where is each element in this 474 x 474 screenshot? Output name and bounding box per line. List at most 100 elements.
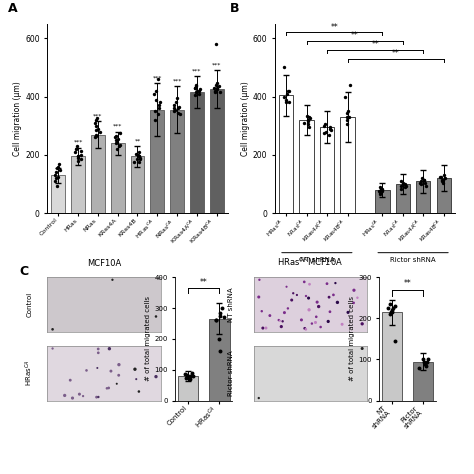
Point bbox=[114, 135, 121, 143]
Point bbox=[285, 99, 293, 106]
Point bbox=[174, 104, 182, 112]
Point bbox=[440, 172, 448, 179]
Point bbox=[324, 318, 332, 325]
Bar bbox=[279, 95, 293, 213]
Point bbox=[217, 347, 224, 355]
Point bbox=[290, 290, 297, 297]
Point bbox=[376, 191, 384, 198]
Text: ***: *** bbox=[153, 75, 162, 81]
Point bbox=[301, 325, 309, 332]
Point bbox=[136, 155, 144, 163]
Point bbox=[283, 90, 291, 98]
Text: Control: Control bbox=[27, 292, 32, 317]
Point bbox=[327, 123, 334, 131]
Text: A: A bbox=[8, 2, 18, 15]
Point bbox=[78, 147, 85, 155]
Point bbox=[171, 104, 178, 112]
Point bbox=[327, 127, 335, 134]
Text: Rictor shRNA: Rictor shRNA bbox=[228, 350, 234, 396]
Bar bbox=[210, 89, 224, 213]
Point bbox=[306, 123, 313, 131]
Point bbox=[417, 180, 424, 188]
Point bbox=[417, 179, 424, 186]
Point bbox=[415, 364, 423, 372]
Point bbox=[131, 158, 138, 166]
Bar bbox=[340, 117, 355, 213]
Point bbox=[173, 94, 181, 102]
Point bbox=[112, 139, 119, 147]
Point bbox=[439, 177, 447, 185]
Point bbox=[397, 177, 405, 185]
Point bbox=[402, 182, 410, 190]
Point bbox=[321, 120, 329, 128]
Point bbox=[186, 375, 193, 383]
Point bbox=[113, 146, 121, 153]
Point bbox=[312, 319, 319, 326]
Bar bbox=[51, 175, 65, 213]
Point bbox=[136, 153, 143, 160]
Point bbox=[113, 138, 120, 146]
Point bbox=[106, 345, 113, 353]
Point bbox=[91, 134, 99, 141]
Point bbox=[54, 163, 61, 171]
Point bbox=[216, 312, 224, 319]
Point bbox=[341, 93, 348, 100]
Point bbox=[317, 323, 324, 331]
Point bbox=[191, 84, 199, 91]
Point bbox=[215, 82, 223, 90]
Point bbox=[301, 278, 308, 286]
Point bbox=[391, 302, 399, 310]
Text: **: ** bbox=[371, 40, 379, 49]
Point bbox=[73, 146, 80, 153]
Text: NT shRNA: NT shRNA bbox=[228, 287, 234, 322]
Text: ***: *** bbox=[173, 79, 182, 83]
Point bbox=[195, 90, 202, 98]
Point bbox=[346, 113, 353, 121]
Point bbox=[93, 393, 100, 401]
Point bbox=[105, 384, 112, 392]
Point bbox=[74, 154, 82, 162]
Point bbox=[401, 180, 409, 188]
Y-axis label: # of total migrated cells: # of total migrated cells bbox=[146, 296, 152, 382]
Y-axis label: # of total migrated cells: # of total migrated cells bbox=[349, 296, 356, 382]
Point bbox=[74, 157, 82, 164]
Point bbox=[215, 335, 222, 343]
Point bbox=[438, 176, 446, 183]
Point bbox=[389, 304, 397, 312]
Point bbox=[386, 310, 394, 318]
Point bbox=[422, 182, 430, 190]
Bar bbox=[320, 127, 334, 213]
Bar bbox=[111, 143, 125, 213]
Point bbox=[93, 116, 100, 124]
Point bbox=[418, 177, 425, 185]
Point bbox=[154, 110, 162, 118]
Point bbox=[322, 128, 329, 136]
Point bbox=[113, 380, 120, 388]
Point bbox=[401, 183, 409, 191]
Text: HRas$^{CA}$MCF10A: HRas$^{CA}$MCF10A bbox=[277, 255, 344, 268]
Point bbox=[66, 376, 74, 384]
Point bbox=[376, 189, 383, 197]
Point bbox=[73, 142, 81, 150]
Point bbox=[343, 120, 350, 128]
Point bbox=[305, 120, 312, 128]
Point bbox=[212, 317, 219, 324]
Point bbox=[150, 90, 158, 98]
Point bbox=[216, 309, 223, 317]
Point bbox=[421, 360, 429, 367]
Bar bbox=[382, 312, 402, 401]
Point bbox=[422, 362, 430, 369]
Point bbox=[329, 291, 337, 299]
Point bbox=[258, 308, 265, 315]
Point bbox=[152, 87, 159, 95]
Point bbox=[307, 115, 314, 122]
Point bbox=[115, 142, 123, 150]
Point bbox=[77, 151, 84, 159]
Point bbox=[350, 299, 357, 307]
Point bbox=[284, 305, 292, 312]
Point bbox=[212, 81, 220, 89]
Point bbox=[346, 81, 354, 89]
Point bbox=[92, 127, 100, 134]
Point bbox=[82, 366, 90, 374]
Point bbox=[92, 131, 100, 138]
